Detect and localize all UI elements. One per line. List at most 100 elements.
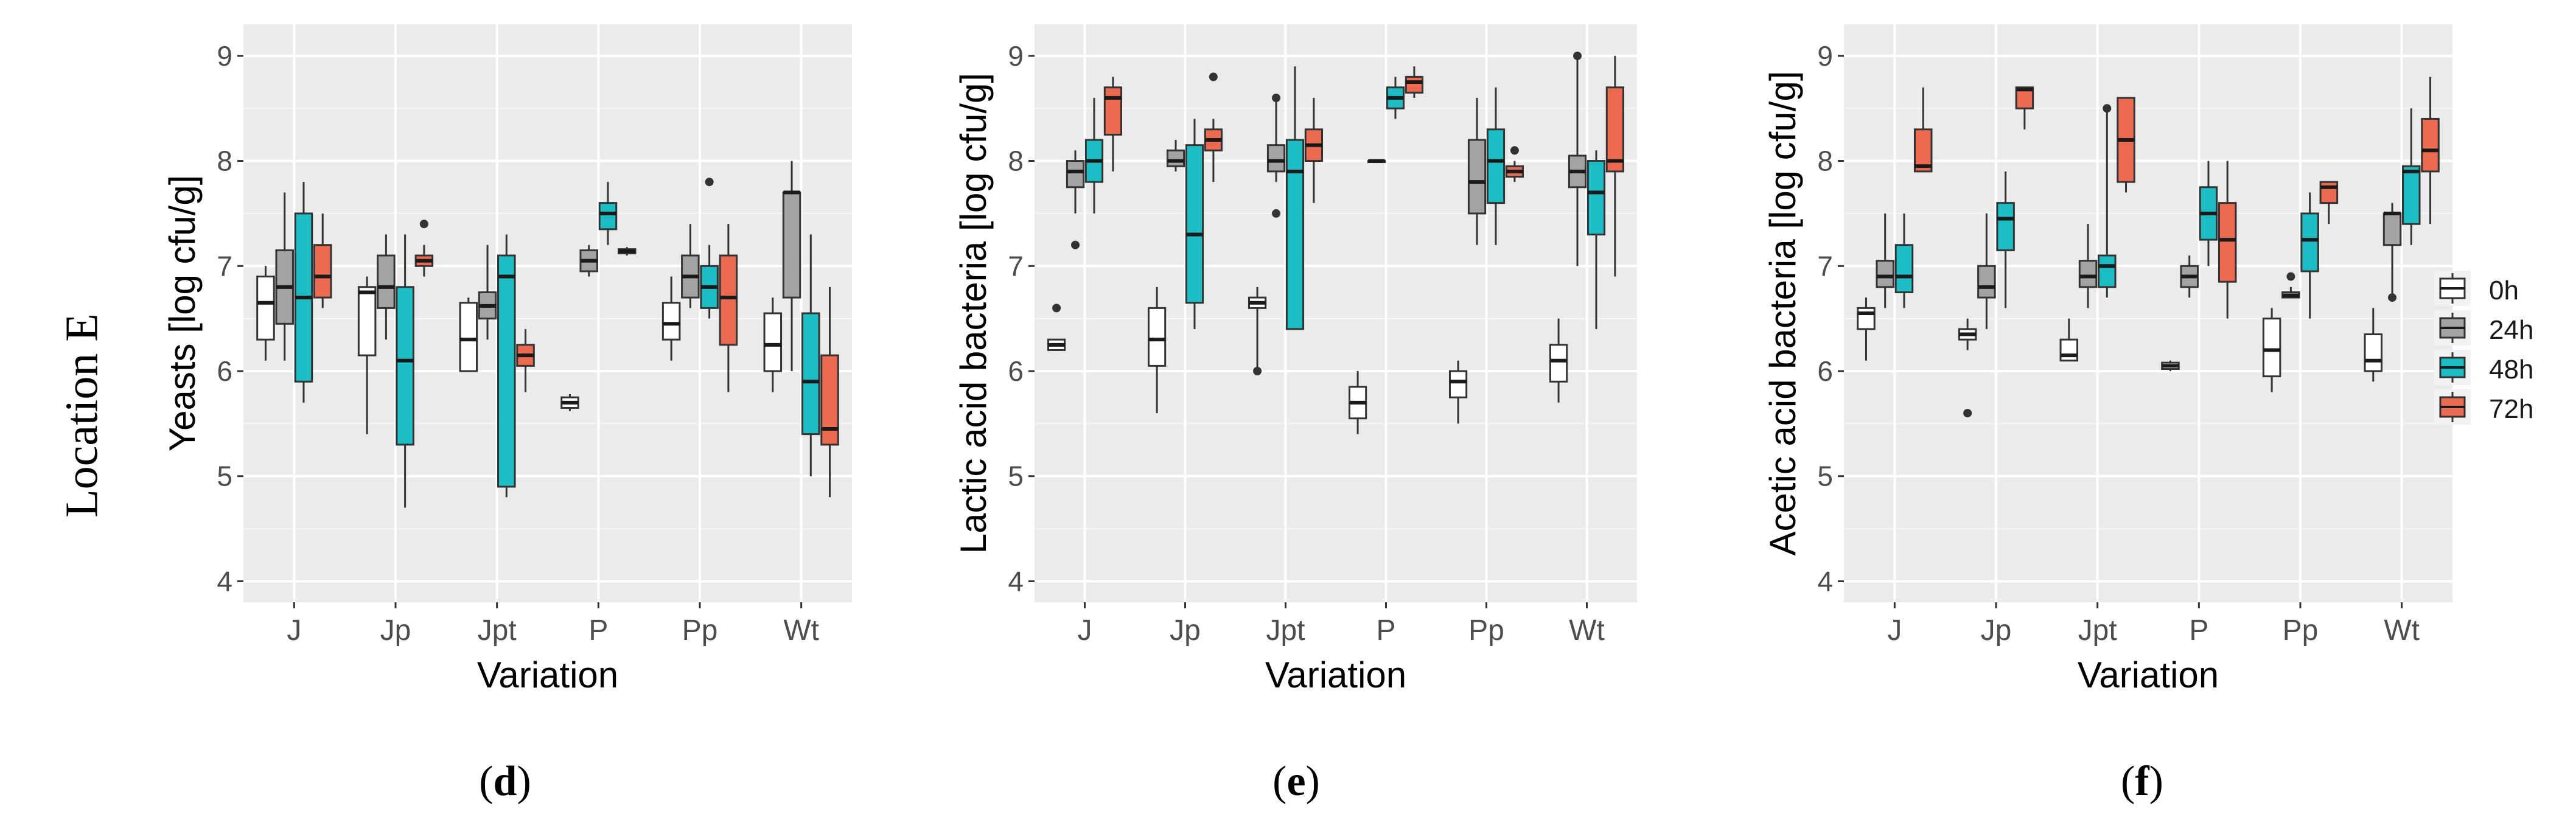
y-tick-label: 9: [217, 40, 232, 72]
box-P-72h: [1405, 66, 1424, 98]
x-tick-label: Jpt: [478, 614, 517, 647]
box-J-0h: [1047, 304, 1066, 351]
box-P-48h: [1386, 77, 1405, 119]
x-tick-label: Jp: [1170, 614, 1201, 647]
outlier-point: [2286, 272, 2295, 281]
box-Jpt-48h: [1285, 66, 1305, 330]
box-Jp-72h: [2015, 86, 2034, 130]
x-axis-title: Variation: [2078, 655, 2219, 695]
y-tick-label: 6: [1817, 355, 1833, 387]
box-Pp-48h: [700, 178, 719, 319]
box-Pp-0h: [1448, 360, 1468, 424]
box-Jpt-72h: [2117, 97, 2135, 193]
box-Wt-0h: [1549, 318, 1568, 403]
box-Jp-48h: [1185, 119, 1204, 329]
box-body: [1066, 160, 1085, 189]
y-tick-label: 5: [1008, 461, 1024, 492]
box-Jpt-24h: [2078, 224, 2098, 308]
box-body: [1977, 265, 1996, 299]
x-tick-label: Jpt: [1266, 614, 1305, 647]
box-body: [1448, 370, 1468, 398]
legend-item-48h: 48h: [2428, 350, 2568, 389]
panel-d: 4 5 6 7 8 9 J Jp Jpt P Pp Wt Variation Yeasts [log cf…: [116, 0, 907, 831]
box-body: [598, 202, 618, 231]
plot-background: [243, 24, 852, 602]
box-body: [1605, 86, 1625, 173]
outlier-point: [1272, 93, 1281, 102]
y-tick-label: 4: [217, 565, 232, 597]
box-body: [2059, 338, 2079, 362]
box-Jp-48h: [1996, 171, 2015, 308]
panel-letter-e: (e): [1272, 758, 1320, 805]
box-J-72h: [1103, 77, 1123, 172]
legend-label-72h: 72h: [2489, 394, 2534, 424]
box-Jp-24h: [377, 234, 396, 340]
x-tick-label: P: [2189, 614, 2208, 647]
box-Jp-72h: [414, 220, 434, 277]
y-tick-label: 9: [1817, 40, 1833, 72]
box-body: [1876, 260, 1894, 288]
box-body: [1147, 307, 1167, 367]
outlier-point: [705, 178, 714, 187]
y-tick-label: 6: [217, 355, 232, 387]
box-J-0h: [1857, 297, 1876, 361]
x-tick-label: Jpt: [2078, 614, 2117, 647]
box-body: [2218, 202, 2237, 283]
box-body: [1166, 149, 1185, 167]
legend-key-0h: [2434, 271, 2471, 306]
box-P-72h: [617, 247, 637, 256]
box-body: [1486, 128, 1506, 204]
box-Jpt-48h: [2098, 104, 2117, 298]
box-P-24h: [1367, 159, 1386, 164]
box-body: [1185, 144, 1204, 304]
box-body: [357, 286, 377, 356]
y-tick-label: 8: [1817, 145, 1833, 177]
y-tick-label: 7: [217, 250, 232, 282]
box-body: [1996, 202, 2015, 251]
x-tick-label: Pp: [2283, 614, 2319, 647]
box-Pp-0h: [2262, 308, 2281, 392]
box-P-48h: [598, 182, 618, 245]
y-tick-label: 5: [1817, 461, 1833, 492]
x-tick-label: Jp: [1981, 614, 2012, 647]
box-Pp-0h: [661, 276, 681, 361]
box-body: [1285, 139, 1305, 330]
plot-background: [1844, 24, 2452, 602]
legend-key-48h: [2434, 350, 2471, 385]
box-P-0h: [560, 394, 579, 411]
box-Pp-72h: [1505, 146, 1524, 183]
box-Wt-72h: [820, 287, 839, 498]
box-Jpt-0h: [1248, 287, 1267, 375]
legend-item-72h: 72h: [2428, 389, 2568, 429]
box-body: [719, 254, 738, 346]
chart-yeasts: 4 5 6 7 8 9 J Jp Jpt P Pp Wt Variation Yeasts [log cf…: [162, 24, 852, 695]
outlier-point: [1209, 72, 1218, 82]
box-body: [1894, 244, 1914, 293]
y-axis-title: Acetic acid bacteria [log cfu/g]: [1762, 71, 1803, 555]
box-J-24h: [1066, 150, 1085, 249]
x-tick-label: Wt: [783, 614, 819, 647]
x-axis-title: Variation: [1265, 655, 1406, 695]
box-body: [1405, 75, 1424, 94]
box-Pp-48h: [1486, 87, 1506, 245]
box-body: [2098, 254, 2117, 288]
chart-lactic-acid-bacteria: 4 5 6 7 8 9 J Jp Jpt P Pp Wt Variation Lactic acid ba…: [953, 24, 1637, 695]
box-P-0h: [1348, 371, 1367, 434]
y-axis-title: Lactic acid bacteria [log cfu/g]: [953, 73, 994, 554]
y-tick-label: 8: [1008, 145, 1024, 177]
box-body: [1103, 86, 1123, 136]
box-P-0h: [2161, 360, 2180, 371]
panel-letter-f: (f): [2121, 758, 2163, 805]
box-body: [763, 312, 783, 372]
box-P-48h: [2199, 161, 2218, 266]
box-Wt-48h: [801, 234, 820, 476]
box-P-72h: [2218, 161, 2237, 319]
box-Jpt-0h: [459, 297, 478, 372]
box-Pp-48h: [2300, 192, 2319, 319]
outlier-point: [1272, 209, 1281, 218]
x-tick-label: P: [588, 614, 608, 647]
box-body: [396, 286, 414, 446]
box-Pp-72h: [2319, 181, 2339, 224]
box-body: [256, 276, 275, 341]
box-body: [2402, 165, 2421, 225]
